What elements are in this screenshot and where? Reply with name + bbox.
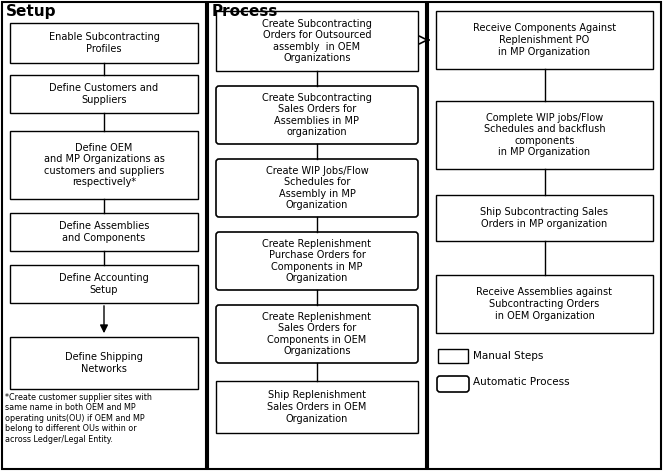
FancyBboxPatch shape [216, 232, 418, 290]
FancyBboxPatch shape [436, 195, 653, 241]
FancyBboxPatch shape [216, 305, 418, 363]
Text: Manual Steps: Manual Steps [473, 351, 544, 361]
FancyBboxPatch shape [10, 131, 198, 199]
Text: Process: Process [212, 4, 278, 19]
FancyBboxPatch shape [437, 376, 469, 392]
FancyBboxPatch shape [436, 101, 653, 169]
Text: Automatic Process: Automatic Process [473, 377, 570, 387]
FancyBboxPatch shape [216, 159, 418, 217]
Text: Ship Subcontracting Sales
Orders in MP organization: Ship Subcontracting Sales Orders in MP o… [481, 207, 609, 229]
Text: Enable Subcontracting
Profiles: Enable Subcontracting Profiles [48, 32, 159, 54]
Text: Create WIP Jobs/Flow
Schedules for
Assembly in MP
Organization: Create WIP Jobs/Flow Schedules for Assem… [266, 166, 369, 211]
FancyBboxPatch shape [10, 75, 198, 113]
FancyBboxPatch shape [216, 11, 418, 71]
Text: Create Replenishment
Purchase Orders for
Components in MP
Organization: Create Replenishment Purchase Orders for… [263, 239, 371, 284]
Text: Define Accounting
Setup: Define Accounting Setup [59, 273, 149, 295]
FancyBboxPatch shape [436, 11, 653, 69]
FancyBboxPatch shape [208, 2, 426, 469]
Text: Create Subcontracting
Sales Orders for
Assemblies in MP
organization: Create Subcontracting Sales Orders for A… [262, 93, 372, 138]
Text: Define Assemblies
and Components: Define Assemblies and Components [59, 221, 149, 243]
Text: Receive Assemblies against
Subcontracting Orders
in OEM Organization: Receive Assemblies against Subcontractin… [477, 287, 613, 321]
FancyBboxPatch shape [2, 2, 206, 469]
FancyBboxPatch shape [216, 381, 418, 433]
Text: Create Subcontracting
Orders for Outsourced
assembly  in OEM
Organizations: Create Subcontracting Orders for Outsour… [262, 18, 372, 64]
Text: Define Customers and
Suppliers: Define Customers and Suppliers [50, 83, 158, 105]
FancyBboxPatch shape [10, 265, 198, 303]
FancyBboxPatch shape [428, 2, 661, 469]
Text: Ship Replenishment
Sales Orders in OEM
Organization: Ship Replenishment Sales Orders in OEM O… [267, 390, 367, 423]
Text: Define OEM
and MP Organizations as
customers and suppliers
respectively*: Define OEM and MP Organizations as custo… [44, 143, 164, 187]
Text: *Create customer supplier sites with
same name in both OEM and MP
operating unit: *Create customer supplier sites with sam… [5, 393, 152, 444]
FancyBboxPatch shape [10, 337, 198, 389]
FancyBboxPatch shape [10, 23, 198, 63]
Text: Define Shipping
Networks: Define Shipping Networks [65, 352, 143, 374]
Text: Setup: Setup [6, 4, 56, 19]
Text: Create Replenishment
Sales Orders for
Components in OEM
Organizations: Create Replenishment Sales Orders for Co… [263, 312, 371, 357]
FancyBboxPatch shape [10, 213, 198, 251]
Text: Receive Components Against
Replenishment PO
in MP Organization: Receive Components Against Replenishment… [473, 24, 616, 57]
FancyBboxPatch shape [438, 349, 468, 363]
FancyBboxPatch shape [216, 86, 418, 144]
Text: Complete WIP jobs/Flow
Schedules and backflush
components
in MP Organization: Complete WIP jobs/Flow Schedules and bac… [484, 113, 605, 157]
FancyBboxPatch shape [436, 275, 653, 333]
